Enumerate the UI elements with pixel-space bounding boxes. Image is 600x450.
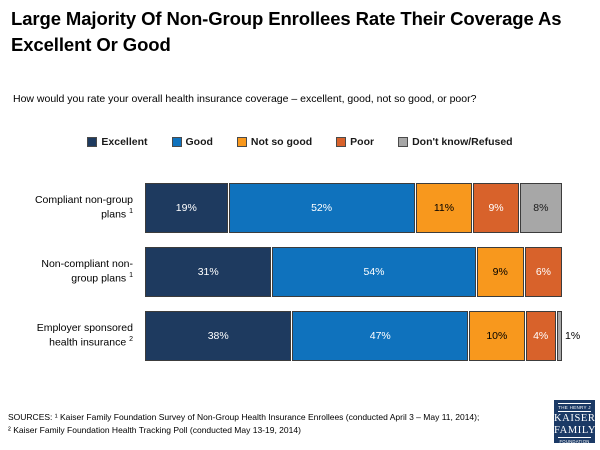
stacked-bar: 38% 47% 10% 4% (145, 311, 562, 361)
legend-label: Poor (350, 136, 375, 148)
bar-row-non-compliant-non-group-plans: Non-compliant non-group plans 1 31% 54% 9% 6… (0, 247, 580, 297)
legend-swatch-don-t-know-refused (398, 137, 409, 147)
segment-not-so-good: 11% (415, 183, 473, 233)
segment-excellent: 19% (145, 183, 228, 233)
segment-good: 52% (228, 183, 415, 233)
stacked-bar: 19% 52% 11% 9% 8% (145, 183, 563, 233)
logo-top-text: THE HENRY J (558, 403, 591, 412)
legend-swatch-not-so-good (236, 137, 247, 147)
bar-row-compliant-non-group-plans: Compliant non-group plans 1 19% 52% 11% 9% 8% (0, 183, 580, 233)
sources-note: SOURCES: ¹ Kaiser Family Foundation Surv… (8, 411, 479, 436)
source-line-2: ² Kaiser Family Foundation Health Tracki… (8, 424, 301, 435)
kff-logo: THE HENRY J KAISER FAMILY FOUNDATION (554, 400, 597, 445)
category-label: Employer sponsored health insurance 2 (36, 321, 133, 349)
bar-row-employer-sponsored-health-insurance: Employer sponsored health insurance 2 38%… (0, 311, 580, 361)
outside-value-label: 1% (565, 330, 581, 342)
survey-question: How would you rate your overall health i… (13, 93, 477, 105)
legend-label: Good (185, 136, 213, 148)
segment-excellent: 31% (145, 247, 272, 297)
legend-label: Not so good (250, 136, 313, 148)
segment-poor: 9% (473, 183, 519, 233)
legend-swatch-good (171, 137, 182, 147)
chart-legend: Excellent Good Not so good Poor Don't know/R… (0, 136, 600, 148)
stacked-bar-chart: Compliant non-group plans 1 19% 52% 11% 9% 8%… (0, 183, 580, 375)
stacked-bar: 31% 54% 9% 6% (145, 247, 563, 297)
legend-swatch-poor (336, 137, 347, 147)
segment-good: 54% (272, 247, 476, 297)
category-label: Non-compliant non-group plans 1 (41, 257, 133, 285)
legend-label: Excellent (101, 136, 148, 148)
legend-swatch-excellent (87, 137, 98, 147)
segment-excellent: 38% (145, 311, 292, 361)
legend-item-good: Good (171, 136, 213, 148)
legend-item-excellent: Excellent (87, 136, 148, 148)
segment-don-t-know-refused: 8% (519, 183, 563, 233)
legend-label: Don't know/Refused (412, 136, 513, 148)
legend-item-don-t-know-refused: Don't know/Refused (398, 136, 513, 148)
segment-not-so-good: 10% (469, 311, 525, 361)
legend-item-poor: Poor (336, 136, 374, 148)
category-label: Compliant non-group plans 1 (34, 193, 133, 221)
logo-name-line2: FAMILY (554, 425, 597, 437)
segment-not-so-good: 9% (476, 247, 524, 297)
logo-name-line1: KAISER (554, 413, 596, 424)
legend-item-not-so-good: Not so good (236, 136, 313, 148)
logo-bottom-text: FOUNDATION (558, 437, 591, 445)
source-line-1: SOURCES: ¹ Kaiser Family Foundation Surv… (8, 412, 480, 423)
segment-don-t-know-refused (556, 311, 562, 361)
segment-poor: 6% (524, 247, 563, 297)
page-title: Large Majority Of Non-Group Enrollees Ra… (11, 8, 562, 56)
segment-poor: 4% (525, 311, 556, 361)
segment-good: 47% (292, 311, 469, 361)
